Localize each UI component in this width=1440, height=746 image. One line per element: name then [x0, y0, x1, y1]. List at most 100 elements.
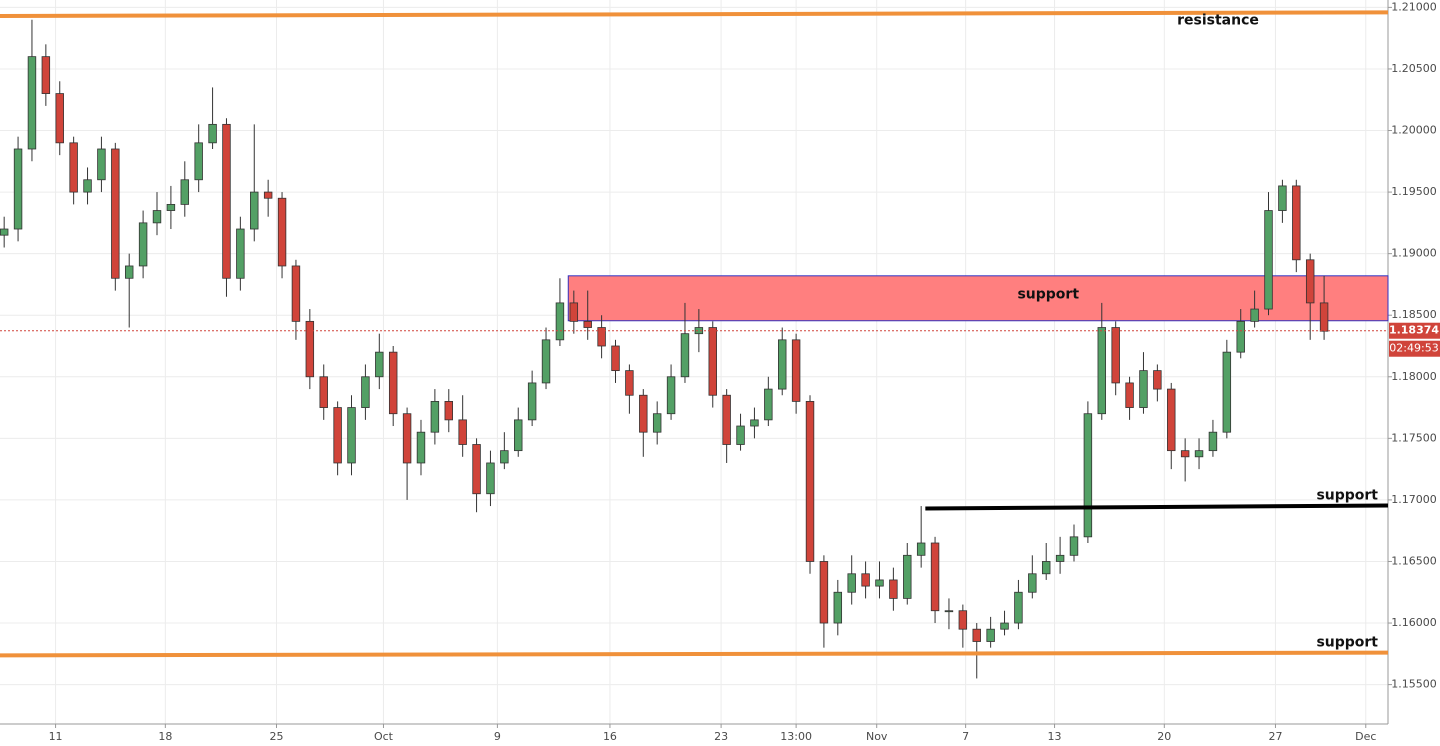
y-tick-label: 1.20500 — [1391, 62, 1437, 75]
candle-body — [889, 579, 898, 599]
y-tick-label: 1.18000 — [1391, 370, 1437, 383]
candle-body — [1236, 320, 1245, 353]
candle-body — [319, 376, 328, 408]
candle-body — [0, 228, 9, 236]
candle-body — [625, 370, 634, 396]
candle-body — [847, 573, 856, 593]
candle-body — [27, 56, 37, 150]
candle-body — [1111, 327, 1120, 384]
candle-body — [583, 320, 592, 328]
candle-body — [236, 228, 245, 279]
y-tick-label: 1.20000 — [1391, 124, 1437, 137]
candle-body — [361, 376, 370, 408]
candle-body — [597, 327, 606, 347]
candle-body — [555, 302, 565, 341]
candle-body — [916, 542, 926, 556]
candle-body — [1305, 259, 1315, 304]
candle-body — [124, 265, 134, 279]
candle-body — [652, 413, 662, 433]
x-tick-label: 25 — [269, 730, 283, 743]
candle-body — [402, 413, 412, 464]
x-tick-label: 16 — [603, 730, 617, 743]
candle-body — [13, 148, 23, 230]
candle-body — [1180, 450, 1190, 458]
candle-body — [194, 142, 203, 181]
x-tick-label: 13 — [1048, 730, 1062, 743]
candle-body — [1278, 185, 1287, 211]
candle-body — [222, 123, 231, 279]
level-label: support — [1316, 487, 1378, 503]
candle-body — [208, 123, 217, 144]
candle-body — [791, 339, 801, 402]
candle-body — [861, 573, 870, 587]
candle-body — [1055, 554, 1065, 562]
candle-body — [472, 444, 481, 495]
candle-body — [750, 419, 759, 427]
candle-body — [1097, 327, 1107, 415]
candle-body — [1028, 573, 1037, 593]
zone-label: support — [1017, 286, 1079, 302]
y-tick-label: 1.21000 — [1391, 0, 1437, 13]
candle-body — [1292, 185, 1301, 261]
timer-label: 02:49:53 — [1389, 342, 1438, 355]
candle-body — [1083, 413, 1093, 538]
candle-body — [1139, 370, 1148, 408]
level-line — [0, 650, 1389, 658]
candle-body — [972, 628, 981, 642]
candle-body — [527, 382, 537, 421]
x-tick-label: 27 — [1268, 730, 1282, 743]
candle-body — [375, 351, 384, 378]
x-tick-label: Dec — [1355, 730, 1376, 743]
last-price-label: 1.18374 — [1389, 324, 1439, 337]
candle-body — [500, 450, 509, 464]
candle-body — [291, 265, 301, 322]
candle-body — [263, 191, 273, 199]
x-tick-label: 13:00 — [780, 730, 812, 743]
candle-body — [569, 302, 579, 322]
candle-body — [305, 320, 315, 378]
candle-body — [944, 610, 954, 613]
candle-body — [277, 197, 287, 267]
candle-body — [97, 148, 106, 181]
candle-body — [41, 56, 51, 94]
candle-body — [1250, 308, 1259, 322]
candle-body — [152, 210, 162, 224]
candle-body — [1222, 351, 1232, 433]
candle-body — [611, 345, 620, 372]
level-label: support — [1316, 635, 1378, 651]
x-tick-label: 20 — [1157, 730, 1171, 743]
price-tag — [1389, 322, 1440, 339]
candle-body — [250, 191, 259, 230]
candle-body — [1000, 622, 1009, 630]
level-label: resistance — [1177, 12, 1259, 28]
candle-body — [180, 179, 190, 205]
y-tick-label: 1.16000 — [1391, 616, 1437, 629]
candle-body — [805, 401, 815, 562]
y-tick-label: 1.18500 — [1391, 308, 1437, 321]
candle-body — [444, 401, 453, 421]
candle-body — [166, 203, 176, 211]
candle-body — [347, 407, 356, 464]
y-tick-label: 1.17500 — [1391, 431, 1437, 444]
candle-body — [55, 93, 64, 144]
candle-body — [764, 388, 773, 421]
candle-body — [486, 462, 495, 495]
candle-body — [903, 554, 912, 599]
candle-body — [680, 333, 690, 378]
y-tick-label: 1.17000 — [1391, 493, 1437, 506]
candle-body — [722, 394, 731, 445]
candle-body — [778, 339, 787, 390]
candle-body — [958, 610, 968, 630]
y-tick-label: 1.19000 — [1391, 247, 1437, 260]
candle-body — [1208, 431, 1218, 452]
candle-body — [694, 327, 704, 335]
candle-body — [1319, 302, 1329, 332]
timer-tag — [1389, 340, 1440, 357]
candle-body — [83, 179, 92, 193]
y-tick-label: 1.16500 — [1391, 554, 1437, 567]
candle-body — [333, 407, 342, 464]
candle-body — [1014, 591, 1023, 624]
x-tick-label: 18 — [158, 730, 172, 743]
candle-body — [1041, 561, 1051, 575]
